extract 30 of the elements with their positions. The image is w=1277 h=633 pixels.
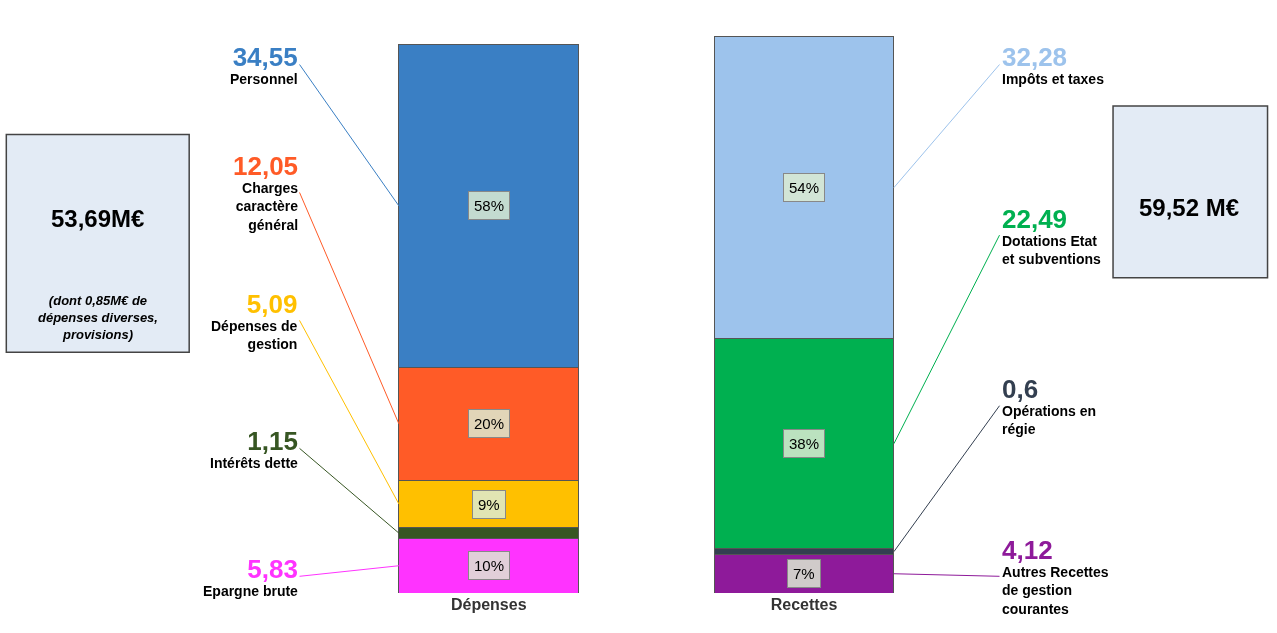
text: Impôts et taxes xyxy=(1002,71,1105,88)
data-label: 32,28 xyxy=(1002,42,1068,72)
text: Dépenses de gestion xyxy=(211,318,298,353)
text: Personnel xyxy=(230,71,298,88)
text: Opérations en régie xyxy=(1002,403,1097,438)
annotation: 20% xyxy=(474,415,505,432)
annotation: 54% xyxy=(789,179,820,196)
data-label: 5,83 xyxy=(247,554,298,584)
data-label: 22,49 xyxy=(1002,204,1068,234)
text: Intérêts dette xyxy=(210,455,299,472)
text: (dont 0,85M€ de dépenses diverses, provisions) xyxy=(38,293,158,342)
data-label: 12,05 xyxy=(233,151,299,181)
annotation: 58% xyxy=(474,197,505,214)
text: 53,69M€ xyxy=(51,205,145,232)
text: Charges caractère général xyxy=(235,180,299,233)
x-tick-label: Dépenses xyxy=(450,596,527,613)
annotation: 9% xyxy=(478,496,500,513)
data-label: 1,15 xyxy=(247,426,298,456)
annotation: 7% xyxy=(793,565,815,582)
data-label: 5,09 xyxy=(246,289,298,319)
annotation: 10% xyxy=(474,557,505,574)
text: Autres Recettes de gestion courantes xyxy=(1002,564,1109,617)
text: Dotations Etat et subventions xyxy=(1002,233,1102,268)
data-label: 34,55 xyxy=(232,42,298,72)
data-label: 4,12 xyxy=(1002,535,1053,565)
x-tick-label: Recettes xyxy=(770,596,838,613)
data-label: 0,6 xyxy=(1002,374,1039,404)
text: 59,52 M€ xyxy=(1139,194,1240,221)
annotation: 38% xyxy=(789,435,820,452)
text: Epargne brute xyxy=(203,583,299,600)
